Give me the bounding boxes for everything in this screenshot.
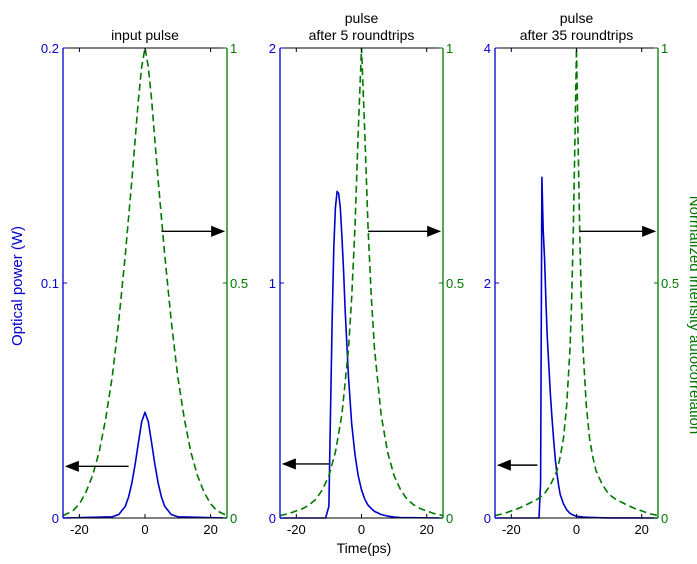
left-y-tick-label: 1 [269, 276, 276, 291]
right-y-tick-label: 1 [446, 41, 453, 56]
x-tick-label: 20 [634, 522, 648, 537]
y-axis-right-label: Normalized intensity autocorrelation [686, 196, 697, 434]
x-tick-label: 20 [203, 522, 217, 537]
right-y-tick-label: 0.5 [661, 276, 679, 291]
left-y-tick-label: 0 [52, 511, 59, 526]
panel-title-line: pulse [345, 10, 379, 26]
x-tick-label: 0 [573, 522, 580, 537]
left-y-tick-label: 0 [484, 511, 491, 526]
right-y-tick-label: 0 [446, 511, 453, 526]
right-y-tick-label: 0 [661, 511, 668, 526]
x-tick-label: -20 [502, 522, 521, 537]
optical-power-series-2 [280, 190, 444, 519]
left-y-tick-label: 0.1 [41, 276, 59, 291]
left-y-tick-label: 2 [484, 276, 491, 291]
left-y-tick-label: 0.2 [41, 41, 59, 56]
left-y-tick-label: 2 [269, 41, 276, 56]
right-y-tick-label: 1 [661, 41, 668, 56]
left-y-tick-label: 0 [269, 511, 276, 526]
left-y-tick-label: 4 [484, 41, 491, 56]
right-y-tick-label: 0 [230, 511, 237, 526]
right-y-tick-label: 1 [230, 41, 237, 56]
x-tick-label: 0 [358, 522, 365, 537]
x-tick-label: 0 [141, 522, 148, 537]
panel-title-line: input pulse [111, 27, 179, 43]
x-tick-label: -20 [287, 522, 306, 537]
optical-power-series-1 [62, 411, 228, 519]
x-tick-label: 20 [419, 522, 433, 537]
x-tick-label: -20 [70, 522, 89, 537]
x-axis-label: Time(ps) [337, 540, 392, 556]
panel-title-line: after 5 roundtrips [309, 27, 415, 43]
panel-title-line: pulse [560, 10, 594, 26]
panel-title-line: after 35 roundtrips [520, 27, 634, 43]
chart-panel-1: -20 0 20 0 0.1 0.2 0 0.5 1 input pulse [41, 27, 248, 537]
right-y-tick-label: 0.5 [230, 276, 248, 291]
y-axis-left-label: Optical power (W) [9, 226, 26, 346]
autocorrelation-series-1 [62, 47, 228, 517]
right-y-tick-label: 0.5 [446, 276, 464, 291]
